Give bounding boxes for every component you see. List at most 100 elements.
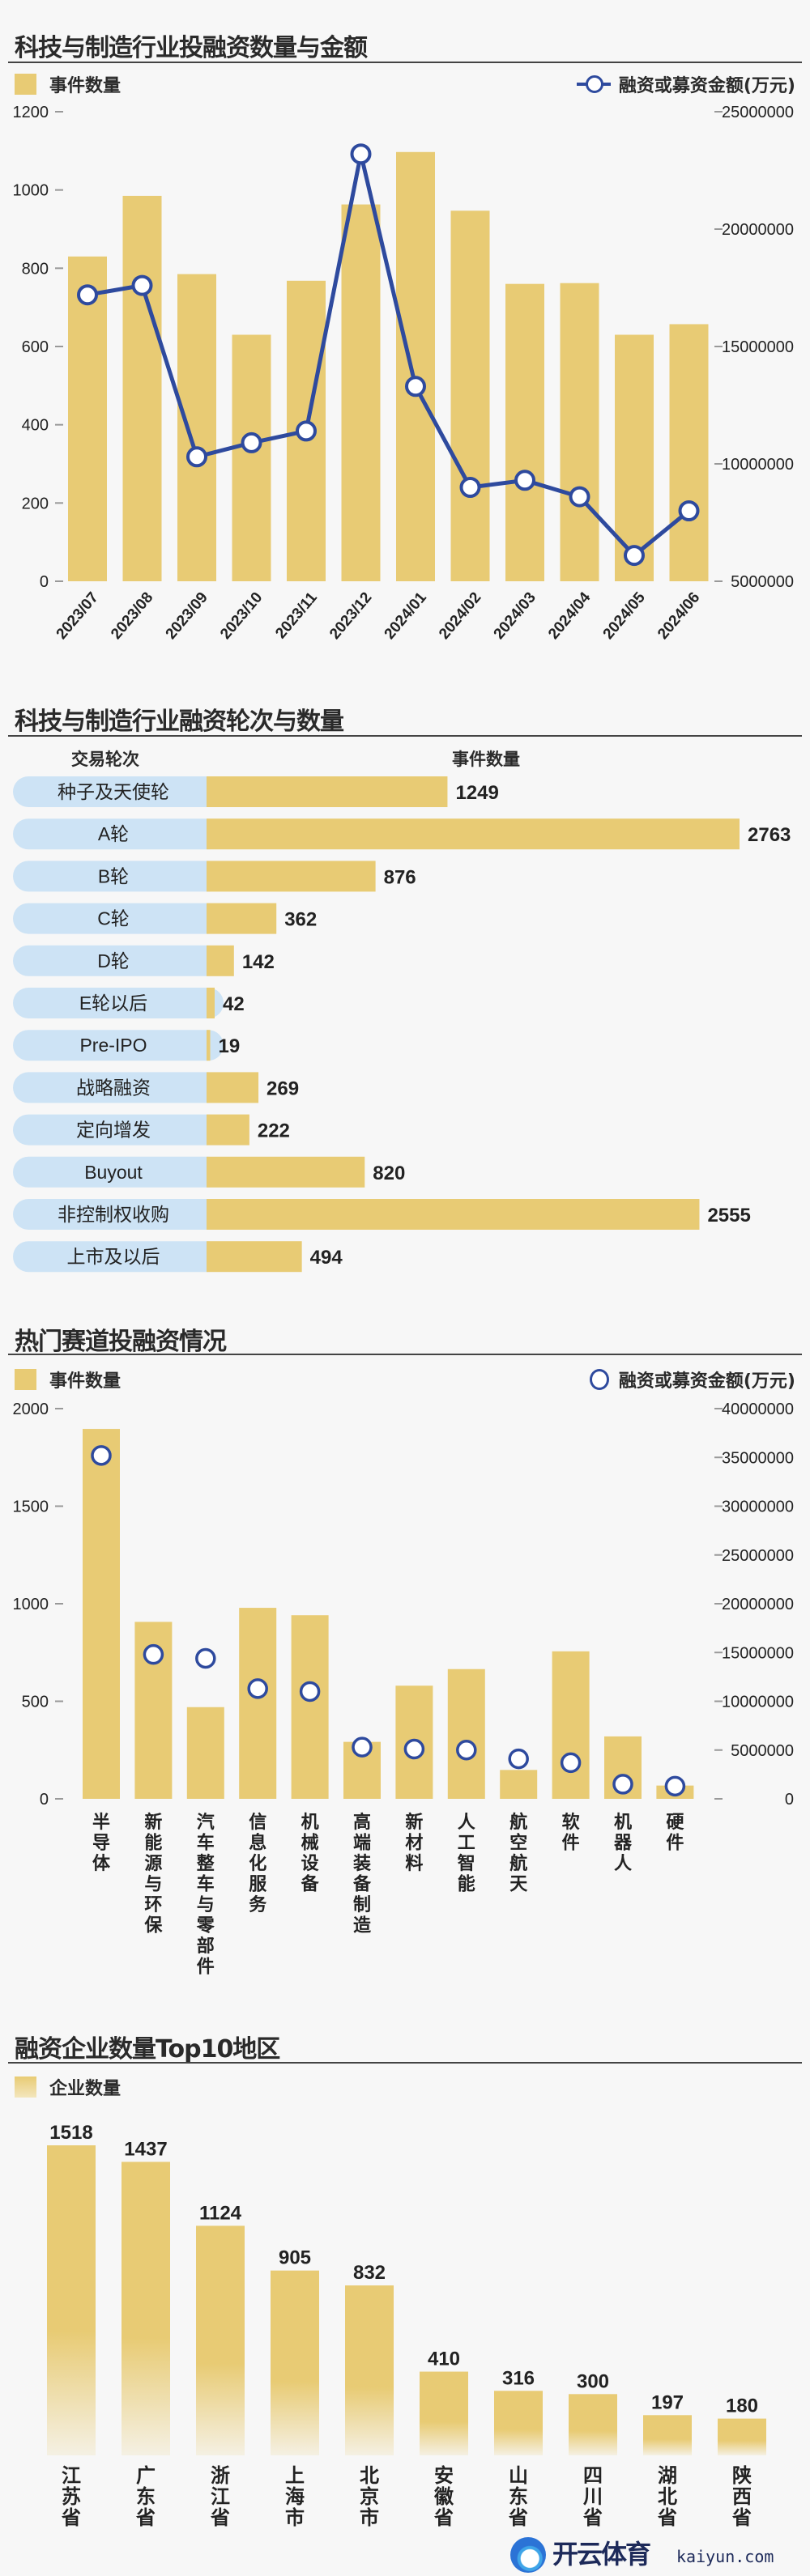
- x-tick-label-char: 车: [197, 1833, 215, 1853]
- x-tick-label-char: 整: [197, 1853, 215, 1873]
- value-label: 494: [310, 1247, 343, 1269]
- bar: [669, 324, 709, 581]
- bar: [207, 861, 376, 892]
- value-label: 905: [279, 2247, 311, 2269]
- value-label: 316: [502, 2367, 535, 2389]
- left-tick-label: 0: [40, 573, 49, 591]
- right-tick-label: 25000000: [722, 104, 794, 121]
- value-label: 820: [373, 1163, 405, 1184]
- x-tick-label-char: 导: [92, 1833, 110, 1853]
- right-tick-label: 20000000: [722, 1596, 794, 1613]
- left-tick-label: 0: [40, 1791, 49, 1809]
- region-label-char: 安: [434, 2464, 454, 2487]
- value-label: 1518: [49, 2122, 92, 2144]
- region-label-char: 市: [285, 2506, 305, 2529]
- x-tick-label-char: 汽: [197, 1812, 215, 1832]
- region-label-char: 四: [583, 2465, 603, 2487]
- round-label: B轮: [98, 865, 129, 886]
- region-label-char: 江: [211, 2486, 230, 2508]
- bar-swatch-icon: [15, 1369, 36, 1390]
- right-tick-label: 0: [785, 1791, 794, 1809]
- x-tick-label-char: 料: [405, 1853, 423, 1873]
- region-label-char: 省: [210, 2507, 230, 2529]
- right-tick-label: 15000000: [722, 1644, 794, 1662]
- legend-label: 事件数量: [49, 1371, 122, 1392]
- x-tick-label-char: 材: [405, 1833, 423, 1853]
- amount-point: [624, 545, 645, 567]
- region-label-char: 市: [360, 2506, 379, 2529]
- bar: [420, 2371, 468, 2455]
- chart4-divider: [8, 2062, 802, 2064]
- bar: [207, 945, 234, 976]
- value-label: 1437: [124, 2138, 167, 2160]
- region-label-char: 广: [136, 2464, 156, 2487]
- bar: [196, 2225, 245, 2455]
- bar: [450, 210, 490, 581]
- region-label-char: 苏: [62, 2486, 81, 2508]
- value-label: 42: [223, 993, 245, 1015]
- x-tick-label-char: 半: [92, 1812, 110, 1832]
- x-tick-label-char: 环: [144, 1894, 162, 1915]
- x-tick-label-char: 高: [353, 1812, 371, 1832]
- bar: [494, 2391, 543, 2455]
- region-label-char: 徽: [433, 2485, 454, 2508]
- amount-point: [664, 1775, 686, 1797]
- x-tick-label-char: 器: [613, 1833, 633, 1853]
- legend-label: 融资或募资金额(万元): [618, 76, 795, 96]
- x-tick-label-char: 新: [144, 1812, 162, 1832]
- round-label: 战略融资: [76, 1077, 151, 1098]
- round-label: Buyout: [84, 1162, 143, 1183]
- bar: [239, 1608, 277, 1799]
- bar: [207, 818, 740, 850]
- x-tick-label-char: 人: [614, 1853, 632, 1873]
- round-label-pill: [13, 988, 224, 1018]
- region-label-char: 省: [135, 2507, 156, 2529]
- region-label-char: 北: [658, 2486, 677, 2508]
- right-tick-label: 10000000: [722, 456, 794, 474]
- bar: [560, 283, 599, 581]
- amount-point: [91, 1445, 112, 1466]
- x-tick-label-char: 制: [353, 1894, 371, 1915]
- amount-point: [296, 420, 317, 442]
- amount-point: [560, 1752, 582, 1774]
- column-header-round: 交易轮次: [71, 750, 139, 769]
- region-label-char: 省: [433, 2507, 454, 2529]
- amount-point: [77, 284, 98, 306]
- left-tick-label: 500: [22, 1694, 49, 1711]
- amount-point: [403, 1738, 425, 1760]
- amount-point: [143, 1643, 164, 1665]
- x-tick-label-char: 保: [143, 1915, 163, 1936]
- round-label: 种子及天使轮: [58, 781, 169, 802]
- round-label: 定向增发: [76, 1120, 151, 1141]
- chart1-title: 科技与制造行业投融资数量与金额: [15, 34, 368, 62]
- chart4-title: 融资企业数量Top10地区: [15, 2035, 280, 2064]
- x-tick-label-char: 硬: [666, 1812, 684, 1832]
- bar: [552, 1651, 590, 1799]
- x-tick-label-char: 源: [144, 1853, 162, 1873]
- left-tick-label: 2000: [13, 1401, 49, 1418]
- right-tick-label: 20000000: [722, 221, 794, 239]
- value-label: 222: [258, 1120, 290, 1142]
- bar: [186, 1707, 224, 1799]
- bar-swatch-icon: [15, 74, 36, 95]
- bar: [207, 1199, 700, 1230]
- x-tick-label-char: 空: [509, 1833, 527, 1853]
- x-tick-label-char: 零: [196, 1915, 215, 1936]
- x-tick-label-char: 机: [301, 1812, 319, 1832]
- bar: [271, 2270, 319, 2455]
- watermark-site: kaiyun.com: [676, 2547, 774, 2566]
- value-label: 362: [284, 909, 317, 931]
- x-tick-label-char: 航: [509, 1853, 527, 1873]
- chart3-divider: [8, 1354, 802, 1355]
- region-label-char: 东: [509, 2485, 528, 2508]
- watermark-logo: 开云体育 kaiyun.com: [510, 2536, 802, 2574]
- bar: [207, 1072, 259, 1103]
- left-tick-label: 200: [22, 495, 49, 512]
- value-label: 1124: [199, 2202, 242, 2224]
- amount-point: [195, 1647, 216, 1669]
- legend-label: 融资或募资金额(万元): [618, 1371, 795, 1392]
- bar: [207, 1156, 365, 1188]
- bar: [122, 2162, 170, 2455]
- amount-point: [186, 446, 207, 468]
- bar: [569, 2394, 617, 2455]
